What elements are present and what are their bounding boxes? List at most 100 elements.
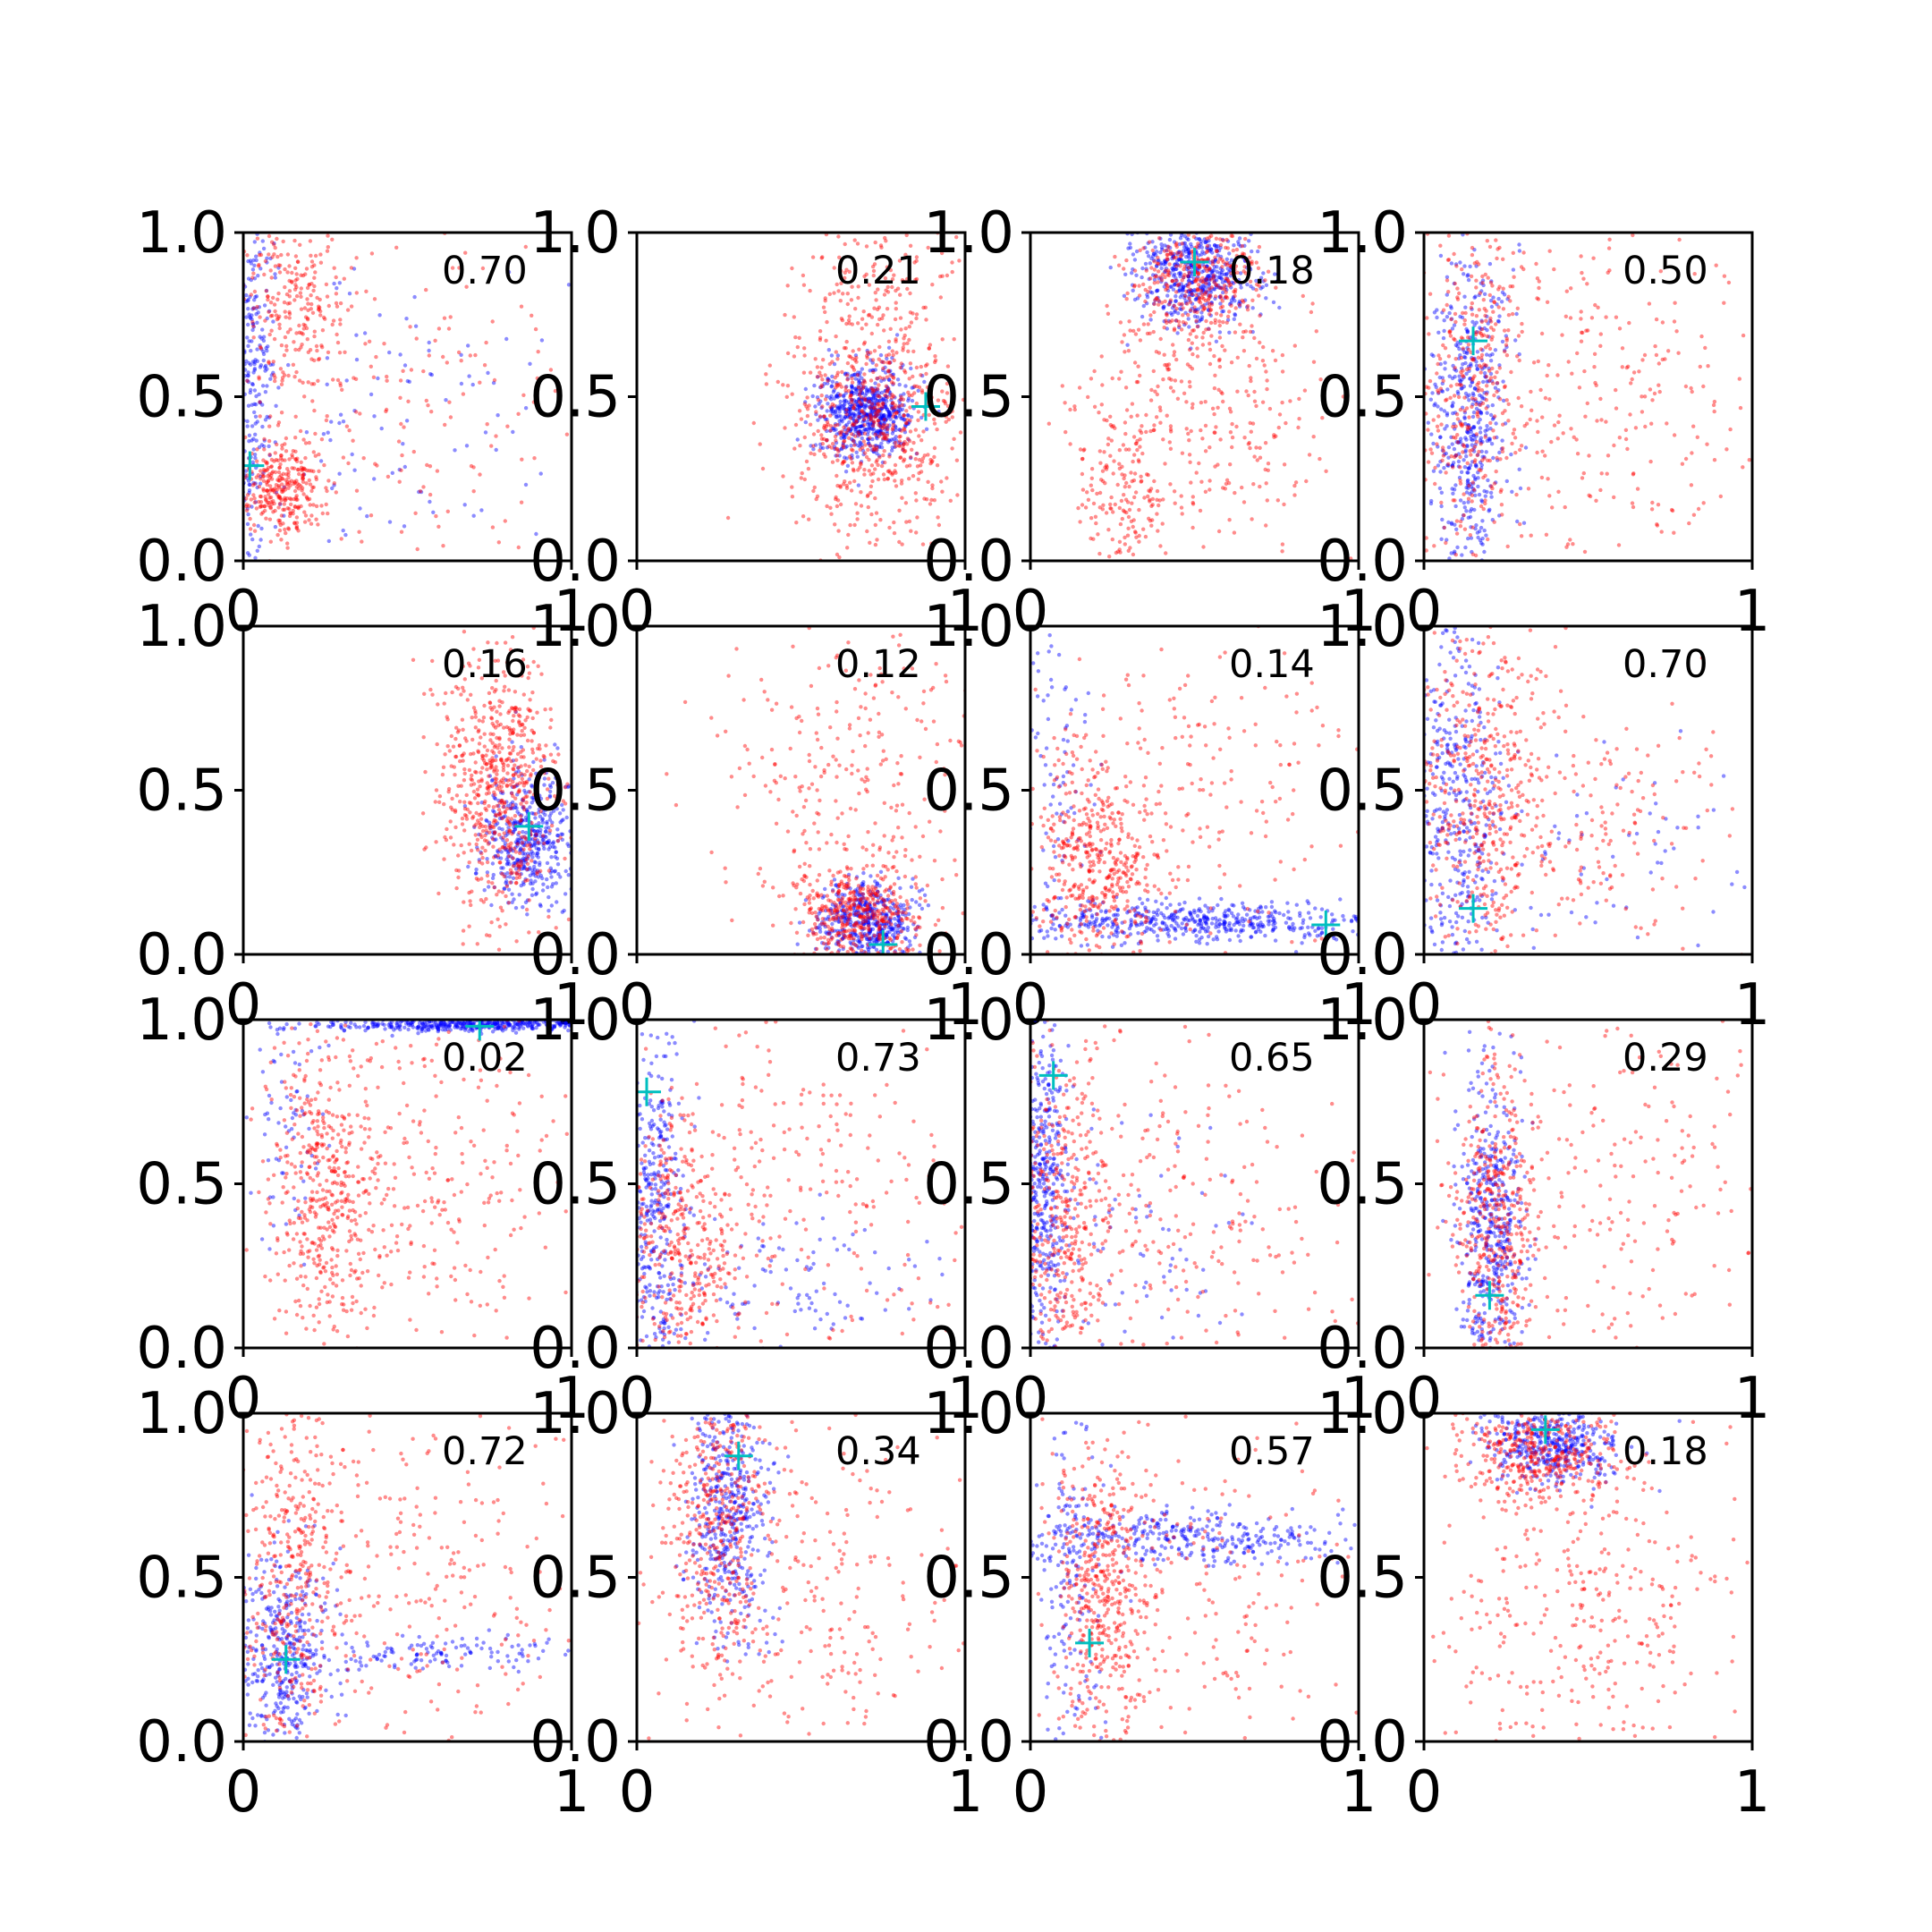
series-b-point: [1229, 271, 1233, 275]
series-b-point: [317, 308, 321, 312]
series-b-point: [1196, 242, 1200, 246]
series-b-point: [1506, 402, 1511, 406]
series-b-point: [1574, 437, 1579, 442]
series-b-point: [265, 488, 269, 493]
series-b-point: [1474, 314, 1479, 318]
series-a-point: [1190, 290, 1194, 294]
series-b-point: [864, 454, 869, 460]
series-b-point: [835, 498, 841, 503]
series-b-point: [822, 425, 826, 430]
series-b-point: [1473, 553, 1479, 558]
series-b-point: [1492, 520, 1496, 524]
series-a-point: [493, 830, 497, 835]
series-b-point: [413, 511, 418, 515]
series-b-point: [244, 496, 249, 501]
series-a-point: [248, 315, 252, 319]
series-b-point: [306, 380, 310, 385]
series-a-point: [852, 425, 858, 430]
series-b-point: [1181, 320, 1186, 325]
series-b-point: [1125, 533, 1131, 538]
series-b-point: [267, 517, 273, 521]
series-b-point: [877, 344, 882, 350]
series-a-point: [852, 419, 857, 424]
series-a-point: [1225, 267, 1230, 271]
series-b-point: [1166, 273, 1172, 278]
series-b-point: [1595, 419, 1599, 423]
series-a-point: [1453, 427, 1457, 431]
series-b-point: [818, 374, 824, 378]
series-b-point: [838, 502, 843, 507]
series-a-point: [1153, 245, 1157, 250]
series-b-point: [1493, 414, 1497, 419]
series-a-point: [893, 414, 898, 419]
series-b-point: [1227, 518, 1232, 522]
series-b-point: [1658, 269, 1664, 274]
series-b-point: [1156, 261, 1161, 266]
series-a-point: [883, 404, 887, 409]
series-b-point: [841, 445, 846, 450]
series-b-point: [1479, 370, 1483, 375]
series-a-point: [877, 453, 882, 458]
series-b-point: [1262, 363, 1267, 368]
series-b-point: [1683, 384, 1689, 389]
series-b-point: [1481, 333, 1487, 337]
series-b-point: [1503, 384, 1507, 388]
series-b-point: [283, 487, 288, 492]
series-b-point: [269, 464, 274, 469]
series-a-point: [1473, 526, 1478, 531]
series-b-point: [860, 381, 865, 386]
series-a-point: [522, 852, 527, 856]
y-tick-label: 0.0: [136, 529, 227, 595]
series-b-point: [262, 436, 267, 442]
series-a-point: [496, 413, 500, 418]
series-b-point: [902, 369, 907, 373]
series-b-point: [1204, 318, 1208, 324]
series-b-point: [1218, 305, 1224, 310]
series-b-point: [1162, 326, 1166, 330]
series-b-point: [1117, 448, 1123, 453]
series-b-point: [1470, 552, 1476, 556]
series-a-point: [1201, 284, 1206, 289]
series-a-point: [258, 343, 262, 348]
series-b-point: [287, 311, 292, 317]
series-b-point: [950, 260, 954, 265]
series-b-point: [279, 487, 284, 492]
series-b-point: [304, 267, 309, 271]
series-b-point: [1117, 466, 1123, 470]
series-a-point: [829, 353, 835, 358]
series-a-point: [820, 384, 825, 389]
series-b-point: [299, 484, 303, 488]
series-b-point: [279, 453, 284, 458]
series-b-point: [1250, 261, 1254, 267]
series-a-point: [1472, 323, 1477, 327]
series-b-point: [297, 323, 301, 328]
series-b-point: [251, 335, 256, 340]
series-b-point: [877, 357, 881, 361]
series-b-point: [1203, 449, 1208, 453]
series-a-point: [1456, 464, 1462, 469]
series-a-point: [891, 428, 895, 433]
series-a-point: [1469, 363, 1473, 369]
series-a-point: [246, 373, 250, 378]
series-b-point: [863, 398, 868, 402]
series-a-point: [839, 430, 844, 436]
series-b-point: [1163, 275, 1167, 280]
series-b-point: [1569, 427, 1573, 431]
series-b-point: [819, 436, 825, 441]
series-a-point: [1143, 261, 1148, 267]
series-b-point: [792, 446, 797, 451]
series-a-point: [258, 481, 263, 486]
series-b-point: [1219, 296, 1224, 301]
series-a-point: [1459, 386, 1463, 391]
series-b-point: [1483, 498, 1487, 503]
series-b-point: [1738, 405, 1743, 411]
series-b-point: [1182, 293, 1188, 299]
series-b-point: [1637, 369, 1641, 374]
series-b-point: [801, 273, 806, 278]
series-b-point: [463, 250, 468, 255]
series-a-point: [1212, 267, 1216, 273]
series-b-point: [1453, 366, 1457, 370]
series-a-point: [252, 298, 257, 302]
series-a-point: [1197, 264, 1202, 268]
series-b-point: [1148, 313, 1153, 318]
